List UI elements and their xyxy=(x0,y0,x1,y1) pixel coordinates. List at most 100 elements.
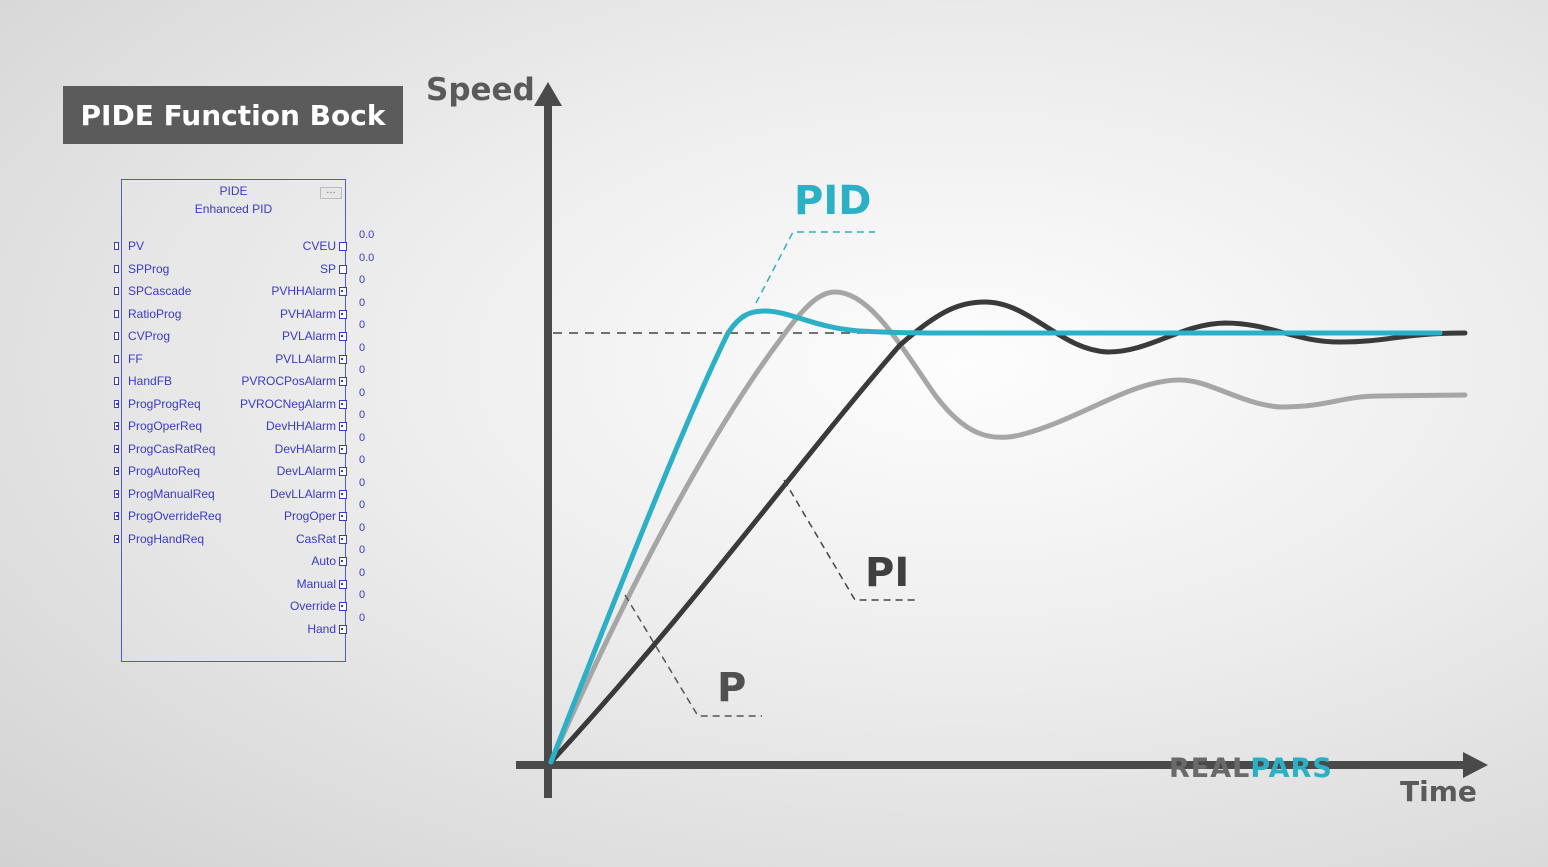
output-pin-label: DevLAlarm xyxy=(276,464,336,478)
input-pin-connector[interactable] xyxy=(114,309,119,318)
input-pin-label: FF xyxy=(128,351,143,366)
output-pin-connector[interactable] xyxy=(339,489,347,499)
output-pin-label: PVHAlarm xyxy=(279,306,336,321)
output-value: 0 xyxy=(359,521,366,534)
output-pin-label: ProgOper xyxy=(283,509,336,523)
block-pin-row: Override xyxy=(114,599,354,615)
input-pin-label: ProgHandReq xyxy=(128,531,205,546)
output-pin-label: Auto xyxy=(311,554,336,568)
realpars-logo: REALPARS xyxy=(1169,753,1333,784)
input-pin-connector[interactable] xyxy=(114,354,119,363)
block-properties-button[interactable]: … xyxy=(320,186,342,199)
pid-response-curve xyxy=(548,308,1443,765)
output-pin-connector[interactable] xyxy=(339,377,347,386)
block-pin-row: Hand xyxy=(114,622,354,638)
output-pin-connector[interactable] xyxy=(339,557,347,566)
output-pin-label: PVHHAlarm xyxy=(271,284,336,298)
input-pin-label: ProgAutoReq xyxy=(128,464,201,478)
output-pin-connector[interactable] xyxy=(339,309,347,319)
output-pin-label: CasRat xyxy=(295,531,336,546)
output-value: 0 xyxy=(359,431,366,444)
x-axis-label: Time xyxy=(1400,775,1477,808)
output-value: 0 xyxy=(359,454,366,466)
output-pin-connector[interactable] xyxy=(339,579,347,589)
output-pin-connector[interactable] xyxy=(339,399,347,409)
block-pin-row: FF PVLLAlarm xyxy=(114,352,354,368)
output-pin-connector[interactable] xyxy=(339,534,347,544)
block-pin-row: ProgOperReq DevHHAlarm xyxy=(114,419,354,435)
input-pin-connector[interactable] xyxy=(114,264,119,273)
pi-curve-label: PI xyxy=(865,550,910,596)
block-description: Enhanced PID xyxy=(194,202,273,216)
output-pin-label: PVLAlarm xyxy=(281,329,336,343)
logo-part-real: REAL xyxy=(1169,753,1251,784)
block-pin-row: ProgHandReq CasRat xyxy=(114,532,354,548)
output-pin-connector[interactable] xyxy=(339,242,347,251)
input-pin-connector[interactable] xyxy=(114,399,119,408)
block-pin-row: ProgCasRatReq DevHAlarm xyxy=(114,442,354,458)
output-value: 0.0 xyxy=(359,229,375,241)
output-value: 0 xyxy=(359,611,366,624)
output-pin-label: CVEU xyxy=(302,239,336,253)
page-title: PIDE Function Bock xyxy=(63,86,403,144)
input-pin-connector[interactable] xyxy=(114,332,119,340)
output-pin-connector[interactable] xyxy=(339,444,347,454)
p-curve-label: P xyxy=(717,665,747,711)
input-pin-label: ProgManualReq xyxy=(128,486,215,501)
output-pin-label: SP xyxy=(319,261,336,276)
output-value: 0.0 xyxy=(359,251,375,264)
input-pin-connector[interactable] xyxy=(114,534,119,543)
output-value: 0 xyxy=(359,296,366,309)
input-pin-label: SPProg xyxy=(128,261,170,276)
output-pin-label: Override xyxy=(289,599,336,613)
input-pin-connector[interactable] xyxy=(114,467,119,475)
output-pin-label: DevLLAlarm xyxy=(269,486,336,501)
block-pin-row: HandFB PVROCPosAlarm xyxy=(114,374,354,390)
output-pin-connector[interactable] xyxy=(339,602,347,611)
output-pin-connector[interactable] xyxy=(339,332,347,341)
output-value: 0 xyxy=(359,566,366,579)
pi-leader-line xyxy=(783,479,918,601)
output-pin-label: PVROCNegAlarm xyxy=(239,396,336,411)
block-pin-row: Auto xyxy=(114,554,354,570)
input-pin-connector[interactable] xyxy=(114,444,119,453)
y-axis-arrow xyxy=(534,82,562,106)
input-pin-connector[interactable] xyxy=(114,489,119,498)
block-pin-row: ProgAutoReq DevLAlarm xyxy=(114,464,354,480)
pid-curve-label: PID xyxy=(794,178,872,224)
input-pin-label: ProgOverrideReq xyxy=(128,509,222,523)
block-pin-row: PV CVEU xyxy=(114,239,354,255)
output-value: 0 xyxy=(359,544,366,556)
x-axis-arrow xyxy=(1463,752,1488,778)
pi-response-curve xyxy=(548,299,1468,765)
block-pin-row: Manual xyxy=(114,577,354,593)
output-value: 0 xyxy=(359,476,366,489)
output-pin-connector[interactable] xyxy=(339,264,347,274)
output-pin-connector[interactable] xyxy=(339,287,347,296)
output-pin-connector[interactable] xyxy=(339,422,347,431)
output-pin-label: Manual xyxy=(296,576,336,591)
pide-function-block[interactable]: PIDE Enhanced PID … PV CVEU SPProg SP SPCasc… xyxy=(114,179,347,662)
output-value: 0 xyxy=(359,364,366,376)
output-pin-connector[interactable] xyxy=(339,624,347,634)
block-pin-row: ProgOverrideReq ProgOper xyxy=(114,509,354,525)
block-pin-row: ProgManualReq DevLLAlarm xyxy=(114,487,354,503)
block-pin-row: RatioProg PVHAlarm xyxy=(114,307,354,323)
output-pin-label: DevHHAlarm xyxy=(265,419,336,433)
p-response-curve xyxy=(548,289,1468,765)
output-value: 0 xyxy=(359,319,366,331)
input-pin-connector[interactable] xyxy=(114,242,119,250)
output-pin-connector[interactable] xyxy=(339,512,347,521)
input-pin-connector[interactable] xyxy=(114,512,119,520)
input-pin-connector[interactable] xyxy=(114,422,119,430)
output-pin-connector[interactable] xyxy=(339,354,347,364)
output-value: 0 xyxy=(359,589,366,601)
output-value: 0 xyxy=(359,409,366,421)
input-pin-label: ProgCasRatReq xyxy=(128,441,216,456)
input-pin-label: PV xyxy=(128,239,145,253)
block-pin-row: SPCascade PVHHAlarm xyxy=(114,284,354,300)
output-pin-label: Hand xyxy=(307,621,336,636)
output-pin-connector[interactable] xyxy=(339,467,347,476)
input-pin-connector[interactable] xyxy=(114,377,119,385)
input-pin-connector[interactable] xyxy=(114,287,119,295)
